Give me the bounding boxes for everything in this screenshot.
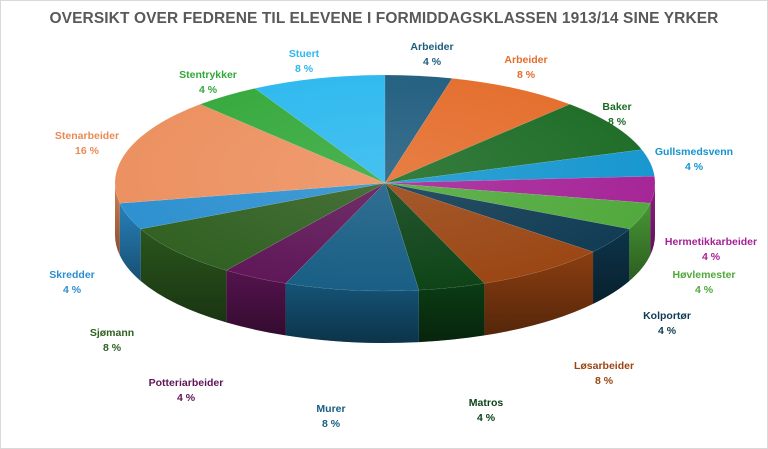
data-label-name-1: Arbeider [504,54,547,66]
data-label-name-6: Kolportør [643,310,691,322]
data-labels: Arbeider 4 % Arbeider 8 % Baker 8 % Gullsmedsv… [49,41,757,430]
chart-title: OVERSIKT OVER FEDRENE TIL ELEVENE I FORM… [49,10,719,27]
data-label-value-11: 8 % [103,342,122,354]
data-label-value-0: 4 % [423,56,442,68]
data-label-value-12: 4 % [63,284,82,296]
data-label-value-4: 4 % [702,251,721,263]
data-label-value-10: 4 % [177,392,196,404]
data-label-name-13: Stenarbeider [55,130,119,142]
data-label-name-4: Hermetikkarbeider [665,236,757,248]
pie-slices [114,74,656,292]
slice-side-shade-8 [418,283,485,343]
data-label-name-7: Løsarbeider [574,360,634,372]
data-label-value-9: 8 % [322,418,341,430]
data-label-name-15: Stuert [289,48,320,60]
data-label-name-11: Sjømann [90,327,134,339]
data-label-name-2: Baker [602,101,631,113]
data-label-value-7: 8 % [595,375,614,387]
data-label-value-1: 8 % [517,69,536,81]
data-label-name-14: Stentrykker [179,69,237,81]
data-label-value-15: 8 % [295,63,314,75]
data-label-name-12: Skredder [49,269,95,281]
data-label-name-10: Potteriarbeider [149,377,224,389]
data-label-value-5: 4 % [695,284,714,296]
slice-side-shade-9 [285,283,419,344]
data-label-value-6: 4 % [658,325,677,337]
data-label-name-5: Høvlemester [672,269,735,281]
data-label-value-3: 4 % [685,161,704,173]
data-label-value-13: 16 % [75,145,100,157]
data-label-value-8: 4 % [477,412,496,424]
data-label-name-8: Matros [469,397,504,409]
data-label-name-0: Arbeider [410,41,453,53]
data-label-name-3: Gullsmedsvenn [655,146,733,158]
data-label-value-2: 8 % [608,116,627,128]
data-label-name-9: Murer [316,403,345,415]
data-label-value-14: 4 % [199,84,218,96]
